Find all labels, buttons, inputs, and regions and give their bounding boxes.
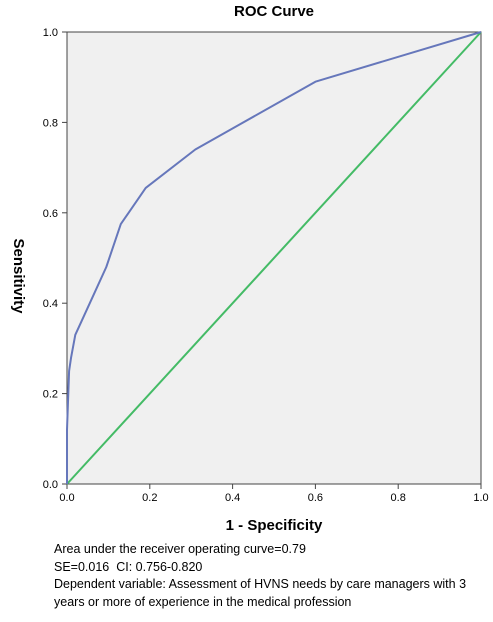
roc-chart: ROC Curve 0.0 0.2 0.4 0.6 0.8 1.0 0.0 0.2 0.4 0.6…	[10, 3, 489, 534]
x-tick-label: 0.4	[225, 492, 240, 504]
caption-auc: Area under the receiver operating curve=…	[54, 542, 306, 556]
chart-caption: Area under the receiver operating curve=…	[54, 541, 490, 611]
y-tick-label: 0.4	[43, 298, 58, 310]
y-axis-label: Sensitivity	[10, 238, 27, 314]
y-tick-label: 0.2	[43, 389, 58, 401]
y-tick-label: 0.0	[43, 479, 58, 491]
x-tick-label: 0.2	[142, 492, 157, 504]
x-tick-label: 0.6	[308, 492, 323, 504]
caption-se-ci: SE=0.016 CI: 0.756-0.820	[54, 559, 203, 574]
x-tick-label: 0.8	[391, 492, 406, 504]
reference-diagonal-line	[66, 31, 482, 485]
x-tick-label: 0.0	[59, 492, 74, 504]
x-axis-label: 1 - Specificity	[226, 517, 323, 534]
y-tick-label: 1.0	[43, 27, 58, 39]
y-tick-label: 0.6	[43, 208, 58, 220]
x-tick-label: 1.0	[473, 492, 488, 504]
roc-curve-line	[66, 31, 482, 484]
chart-title: ROC Curve	[234, 3, 314, 20]
y-tick-label: 0.8	[43, 117, 58, 129]
caption-dependent-variable: Dependent variable: Assessment of HVNS n…	[54, 577, 467, 609]
